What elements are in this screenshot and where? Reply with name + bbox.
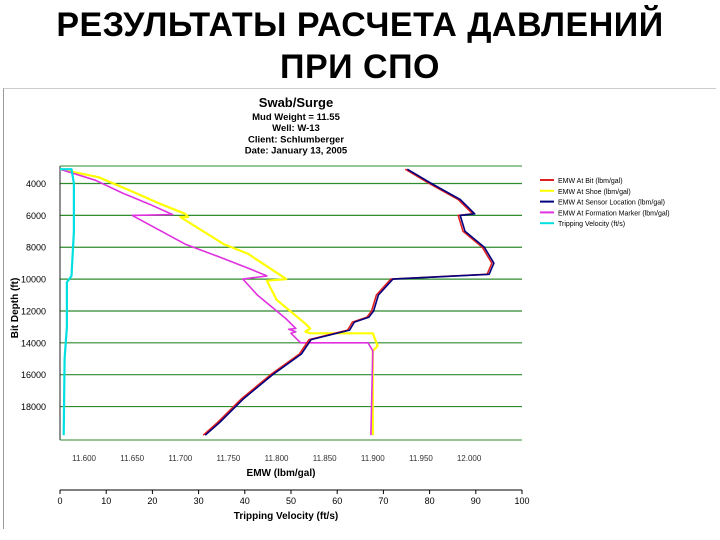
y-tick-label-4000: 4000 xyxy=(26,179,46,189)
legend-label-3: EMW At Sensor Location (lbm/gal) xyxy=(558,200,665,207)
slide-title-line-1: РЕЗУЛЬТАТЫ РАСЧЕТА ДАВЛЕНИЙ xyxy=(56,6,664,44)
y-tick-label-14000: 14000 xyxy=(21,338,46,348)
grid-layer xyxy=(60,166,522,440)
y-tick-label-18000: 18000 xyxy=(21,402,46,412)
series-line-4 xyxy=(59,168,374,436)
x2-tick-label-40: 40 xyxy=(240,496,250,506)
series-line-3 xyxy=(204,168,495,436)
x-tick-label-emw-11.850: 11.850 xyxy=(313,454,337,463)
chart-subtitle-1: Mud Weight = 11.55 xyxy=(252,112,340,123)
text-layer: 4000 6000 8000 10000 12000 14000 16000 18000 11.… xyxy=(10,95,530,522)
x-tick-label-emw-11.950: 11.950 xyxy=(409,454,433,463)
x-tick-label-emw-11.700: 11.700 xyxy=(168,454,192,463)
x-tick-label-emw-12.000: 12.000 xyxy=(457,454,482,463)
legend-label-1: EMW At Bit (lbm/gal) xyxy=(558,178,623,185)
x2-tick-label-90: 90 xyxy=(471,496,481,506)
x2-tick-label-80: 80 xyxy=(425,496,435,506)
x-tick-label-emw-11.650: 11.650 xyxy=(120,454,144,463)
x2-axis-label-velocity: Tripping Velocity (ft/s) xyxy=(234,511,338,522)
x-tick-label-emw-11.750: 11.750 xyxy=(217,454,241,463)
x-tick-label-emw-11.900: 11.900 xyxy=(361,454,385,463)
legend-layer: EMW At Bit (lbm/gal) EMW At Shoe (lbm/gal… xyxy=(540,178,670,228)
x2-tick-label-10: 10 xyxy=(101,496,111,506)
y-tick-label-8000: 8000 xyxy=(26,243,46,253)
chart-subtitle-4: Date: January 13, 2005 xyxy=(245,146,348,157)
chart-frame xyxy=(3,88,716,529)
chart-title: Swab/Surge xyxy=(259,95,333,110)
axes-layer xyxy=(59,165,523,494)
x-tick-label-emw-11.800: 11.800 xyxy=(265,454,289,463)
chart-subtitle-3: Client: Schlumberger xyxy=(248,134,344,145)
chart-subtitle-2: Well: W-13 xyxy=(272,123,320,134)
slide-title: РЕЗУЛЬТАТЫ РАСЧЕТА ДАВЛЕНИЙ ПРИ СПО xyxy=(0,4,720,88)
x2-tick-label-30: 30 xyxy=(194,496,204,506)
series-line-5 xyxy=(60,168,75,436)
plot-area xyxy=(60,166,522,440)
x2-tick-label-60: 60 xyxy=(332,496,342,506)
series-line-2 xyxy=(59,168,379,436)
y-tick-label-10000: 10000 xyxy=(21,275,46,285)
x2-tick-label-0: 0 xyxy=(57,496,62,506)
y-tick-label-6000: 6000 xyxy=(26,211,46,221)
slide-title-line-2: ПРИ СПО xyxy=(280,48,440,86)
x2-tick-label-50: 50 xyxy=(286,496,296,506)
x2-tick-label-20: 20 xyxy=(147,496,157,506)
y-tick-label-16000: 16000 xyxy=(21,370,46,380)
legend-label-5: Tripping Velocity (ft/s) xyxy=(558,221,625,228)
x-tick-label-emw-11.600: 11.600 xyxy=(72,454,96,463)
legend-label-2: EMW At Shoe (lbm/gal) xyxy=(558,189,631,196)
y-axis-label: Bit Depth (ft) xyxy=(10,278,21,339)
x-axis-label-emw: EMW (lbm/gal) xyxy=(247,468,316,479)
y-tick-label-12000: 12000 xyxy=(21,306,46,316)
series-layer xyxy=(59,168,495,436)
x2-tick-label-70: 70 xyxy=(378,496,388,506)
x2-tick-label-100: 100 xyxy=(514,496,529,506)
legend-label-4: EMW At Formation Marker (lbm/gal) xyxy=(558,210,670,217)
